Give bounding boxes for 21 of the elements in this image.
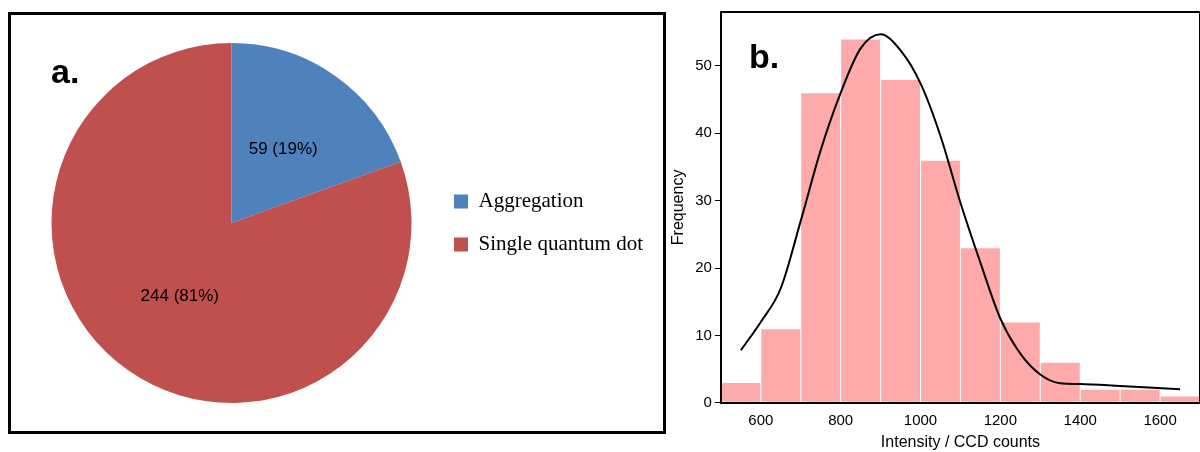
y-tick-label: 0 <box>703 392 712 410</box>
x-tick-label: 1600 <box>1143 410 1177 428</box>
x-axis-title: Intensity / CCD counts <box>880 432 1041 450</box>
y-tick-label: 20 <box>695 258 712 276</box>
y-tick-label: 10 <box>695 325 712 343</box>
y-tick-label: 30 <box>695 190 712 208</box>
data-label: 244 (81%) <box>140 286 220 306</box>
x-tick-label: 1000 <box>903 410 938 428</box>
y-tick-label: 40 <box>695 123 712 141</box>
y-axis-title: Frequency <box>669 169 687 246</box>
chart-title: a. <box>51 52 80 91</box>
x-tick-label: 1400 <box>1063 410 1097 428</box>
line-series <box>739 33 1182 391</box>
data-label: 59 (19%) <box>248 139 318 159</box>
legend-label: Aggregation <box>478 188 584 213</box>
x-tick-label: 800 <box>828 410 854 428</box>
legend-label: Single quantum dot <box>478 231 644 256</box>
x-tick-label: 1200 <box>983 410 1018 428</box>
y-tick-label: 50 <box>695 56 712 74</box>
x-tick-label: 600 <box>748 410 774 428</box>
text: b. <box>748 37 780 76</box>
